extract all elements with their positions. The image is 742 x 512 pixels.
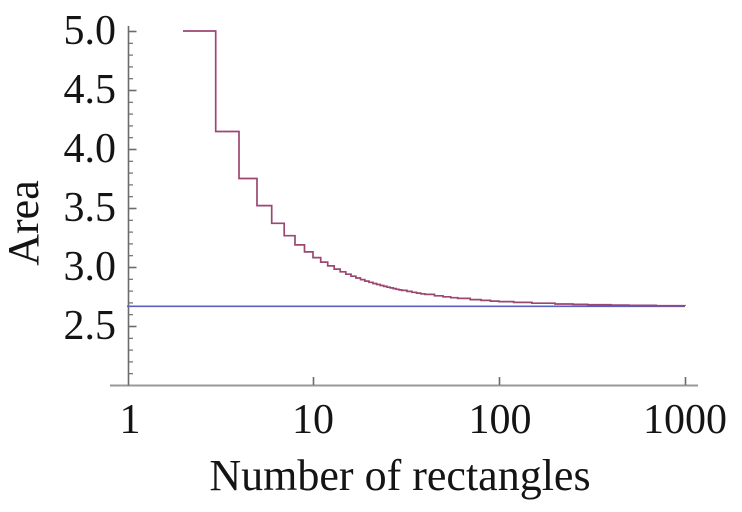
y-tick-label: 4.0 (63, 126, 117, 172)
x-tick-label: 10 (292, 397, 334, 443)
y-tick-label: 4.5 (63, 67, 117, 113)
riemann-sum-path (183, 30, 686, 307)
riemann-sum-step-curve (183, 30, 686, 307)
y-tick-label: 3.0 (63, 244, 117, 290)
x-axis-label: Number of rectangles (209, 451, 591, 500)
y-tick-label: 5.0 (63, 8, 117, 54)
x-tick-label: 100 (468, 397, 532, 443)
x-tick-label: 1 (119, 397, 141, 443)
y-tick-label: 3.5 (63, 185, 117, 231)
y-axis (127, 26, 137, 386)
x-axis (110, 377, 698, 387)
y-tick-label: 2.5 (63, 303, 117, 349)
y-axis-label: Area (0, 180, 48, 266)
x-tick-label: 1000 (643, 397, 727, 443)
